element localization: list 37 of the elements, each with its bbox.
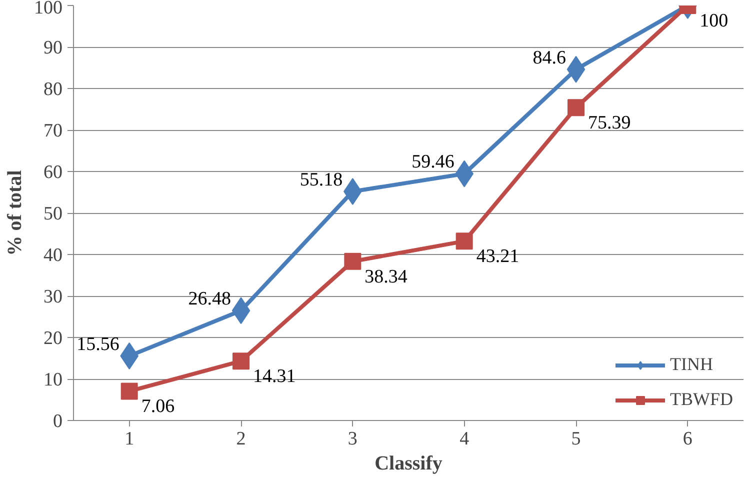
legend-label: TINH — [670, 354, 713, 375]
point — [456, 232, 473, 250]
y-tick-label: 10 — [44, 370, 62, 390]
legend-label: TBWFD — [670, 389, 733, 410]
data-label: 75.39 — [588, 112, 631, 134]
data-label: 15.56 — [76, 334, 120, 355]
point — [344, 252, 362, 270]
data-label: 84.6 — [532, 47, 566, 68]
data-label: 7.06 — [141, 396, 175, 418]
point — [568, 99, 584, 116]
point — [232, 352, 250, 370]
y-tick-label: 100 — [34, 0, 62, 18]
y-tick-label: 40 — [44, 245, 62, 266]
y-tick-label: 0 — [53, 411, 62, 432]
data-label: 55.18 — [300, 170, 343, 191]
y-tick-label: 70 — [44, 120, 62, 142]
point — [120, 382, 138, 400]
data-label: 14.31 — [253, 366, 296, 388]
y-axis-title: % of total — [4, 170, 26, 256]
y-tick-label: 90 — [44, 38, 62, 58]
y-tick-label: 60 — [44, 162, 62, 183]
data-label: 43.21 — [476, 246, 520, 268]
data-label: 38.34 — [364, 266, 408, 288]
x-tick-label: 1 — [124, 428, 134, 450]
x-tick-label: 2 — [236, 428, 246, 450]
x-tick-label: 3 — [348, 428, 358, 450]
data-label: 59.46 — [412, 152, 454, 173]
data-label: 100 — [700, 10, 728, 32]
y-tick-label: 50 — [44, 204, 62, 224]
x-tick-label: 6 — [682, 428, 692, 450]
data-label: 26.48 — [188, 288, 231, 310]
y-tick-label: 20 — [44, 328, 62, 349]
y-tick-label: 80 — [44, 79, 62, 100]
x-tick-label: 4 — [460, 428, 470, 450]
x-axis-title: Classify — [374, 452, 442, 474]
x-tick-label: 5 — [571, 428, 581, 450]
y-tick-label: 30 — [44, 286, 62, 308]
